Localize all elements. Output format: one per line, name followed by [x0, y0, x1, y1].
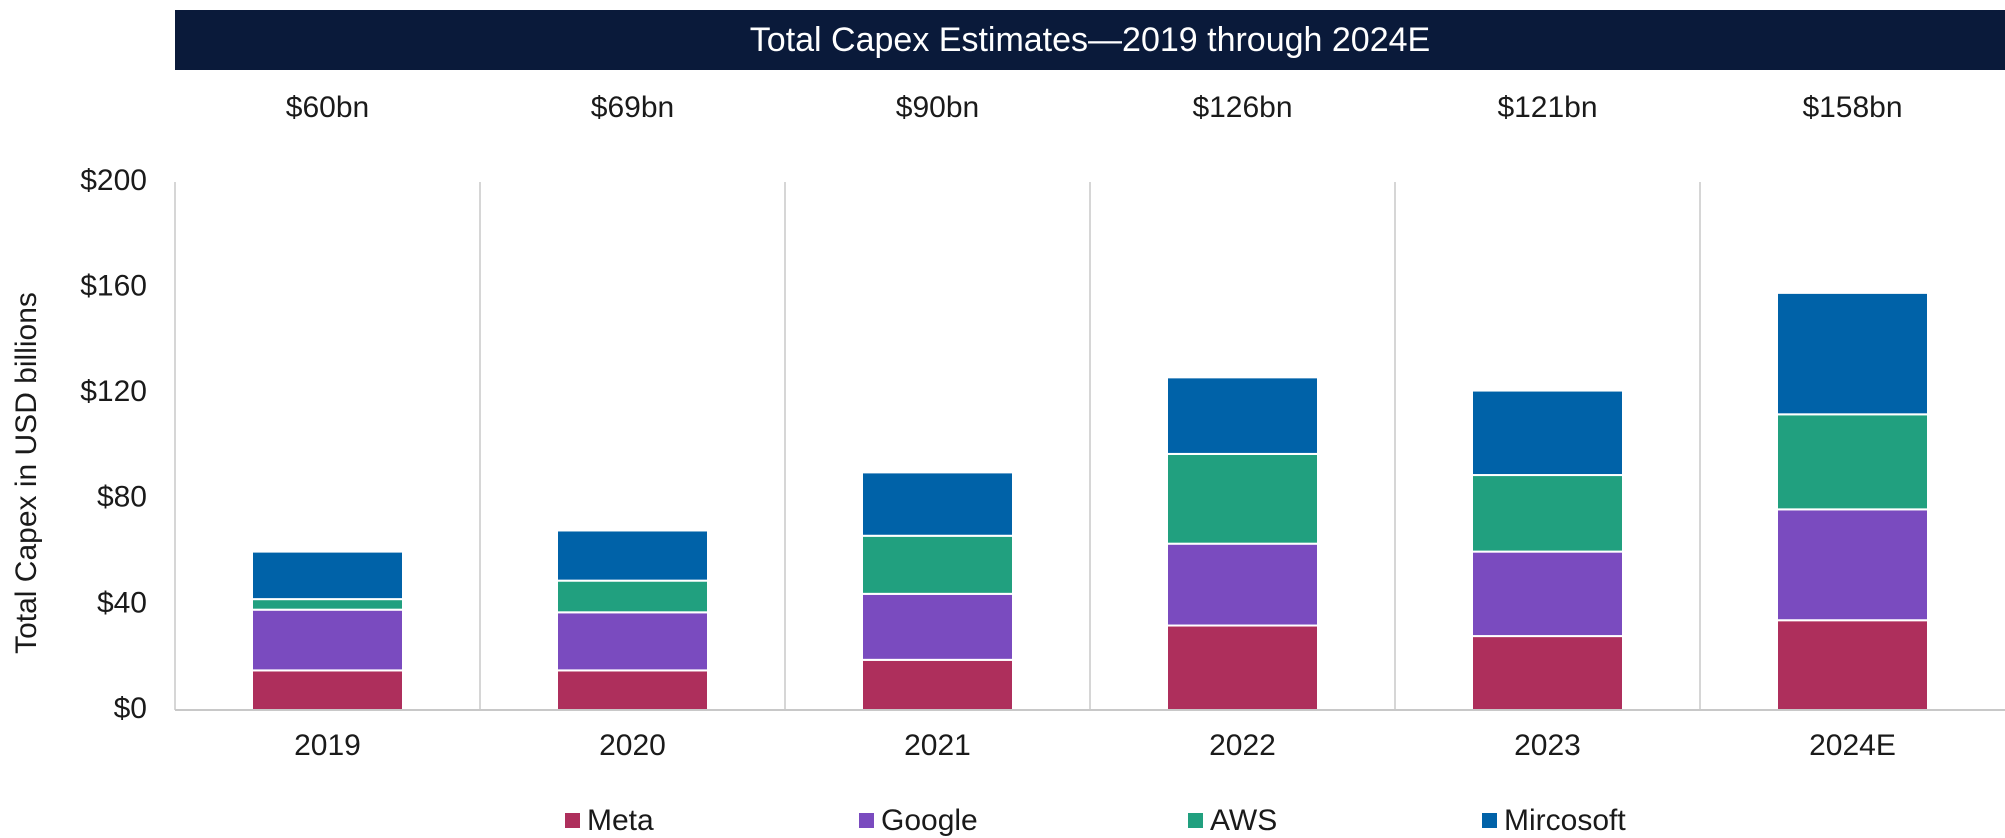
- y-tick-label: $40: [97, 586, 147, 619]
- bar-segment: [251, 608, 404, 672]
- bar-segment: [251, 669, 404, 712]
- total-label: $126bn: [1192, 91, 1292, 124]
- legend-label: Mircosoft: [1504, 804, 1626, 837]
- chart-title: Total Capex Estimates—2019 through 2024E: [750, 21, 1430, 59]
- total-label: $158bn: [1802, 91, 1902, 124]
- legend-swatch: [859, 813, 874, 828]
- legend-swatch: [1188, 813, 1203, 828]
- bar-segment: [1471, 474, 1624, 553]
- bar-segment: [556, 579, 709, 614]
- bar-segment: [556, 529, 709, 582]
- y-tick-label: $120: [80, 375, 147, 408]
- bar-segment: [251, 598, 404, 611]
- bar-segment: [861, 471, 1014, 537]
- total-label: $60bn: [286, 91, 369, 124]
- x-tick-label: 2019: [294, 729, 361, 762]
- x-tick-label: 2021: [904, 729, 971, 762]
- y-tick-label: $160: [80, 270, 147, 303]
- bar-segment: [1166, 452, 1319, 545]
- bar-segment: [861, 592, 1014, 661]
- y-axis-label: Total Capex in USD billions: [10, 292, 43, 654]
- bar-segment: [1471, 389, 1624, 477]
- bar-segment: [1776, 508, 1929, 622]
- bar-segment: [1471, 550, 1624, 638]
- bar-segment: [1471, 635, 1624, 712]
- x-tick-label: 2023: [1514, 729, 1581, 762]
- legend-label: Meta: [587, 804, 654, 837]
- y-tick-label: $0: [114, 692, 147, 725]
- bar-segment: [1776, 413, 1929, 511]
- x-tick-label: 2020: [599, 729, 666, 762]
- x-tick-label: 2024E: [1809, 729, 1896, 762]
- bar-segment: [556, 611, 709, 672]
- bar-segment: [861, 658, 1014, 712]
- total-label: $69bn: [591, 91, 674, 124]
- bar-segment: [1166, 542, 1319, 627]
- title-bar: [175, 10, 2005, 70]
- legend-label: Google: [881, 804, 978, 837]
- legend-swatch: [1482, 813, 1497, 828]
- total-label: $90bn: [896, 91, 979, 124]
- legend-swatch: [565, 813, 580, 828]
- bar-segment: [861, 534, 1014, 595]
- y-tick-label: $80: [97, 481, 147, 514]
- bar-segment: [1166, 624, 1319, 712]
- y-tick-label: $200: [80, 164, 147, 197]
- legend-label: AWS: [1210, 804, 1277, 837]
- total-label: $121bn: [1497, 91, 1597, 124]
- bar-segment: [1776, 619, 1929, 711]
- x-tick-label: 2022: [1209, 729, 1276, 762]
- bar-segment: [556, 669, 709, 712]
- bar-segment: [1166, 376, 1319, 455]
- bar-segment: [251, 550, 404, 601]
- bar-segment: [1776, 291, 1929, 416]
